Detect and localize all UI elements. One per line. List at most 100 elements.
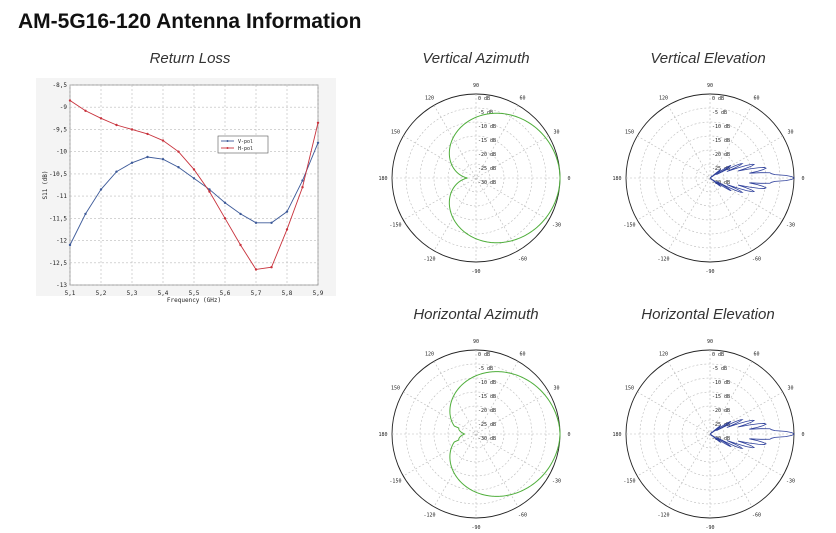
x-tick-label: 5,5 (189, 290, 200, 297)
polar-angle-label: 90 (707, 339, 713, 345)
polar-angle-label: -60 (518, 257, 527, 263)
polar-radius-label: -15 dB (478, 394, 496, 400)
data-point-1 (161, 139, 165, 142)
data-point-1 (239, 243, 242, 247)
legend-box (217, 135, 269, 154)
y-tick-label: -9,5 (53, 126, 68, 133)
polar-angle-label: -150 (623, 223, 635, 229)
polar-angle-label: 30 (554, 386, 560, 392)
polar-angle-label: -120 (657, 257, 669, 263)
legend-marker (226, 140, 229, 142)
polar-angle-label: 90 (707, 83, 713, 89)
x-tick-label: 5,3 (127, 290, 138, 297)
data-point-1 (84, 109, 87, 112)
polar-radius-label: -10 dB (712, 124, 730, 130)
data-point-0 (223, 201, 227, 204)
polar-angle-label: 90 (473, 83, 479, 89)
x-axis-label: Frequency (GHz) (167, 297, 221, 304)
polar-radius-label: -25 dB (712, 166, 730, 172)
x-tick-label: 5,7 (251, 290, 262, 297)
polar-radius-label: -20 dB (478, 408, 496, 414)
polar-angle-label: -30 (786, 479, 795, 485)
legend-label: V-pol (238, 139, 253, 145)
polar-angle-label: 0 (567, 176, 570, 182)
polar-angle-label: 30 (554, 130, 560, 136)
y-tick-label: -11 (56, 193, 67, 200)
chart-title-horizontal-azimuth: Horizontal Azimuth (413, 306, 539, 323)
polar-angle-label: 0 (567, 432, 570, 438)
polar-angle-label: 120 (659, 95, 668, 101)
polar-radius-label: -5 dB (712, 366, 727, 372)
polar-angle-label: -60 (752, 257, 761, 263)
pattern-trace-0 (448, 112, 561, 244)
data-point-1 (208, 190, 211, 193)
polar-angle-label: 180 (378, 432, 387, 438)
data-point-0 (316, 141, 320, 144)
polar-angle-label: -90 (705, 525, 714, 531)
polar-angle-label: -90 (471, 269, 480, 275)
polar-angle-label: -30 (552, 479, 561, 485)
polar-spoke (403, 135, 549, 221)
data-point-0 (254, 221, 258, 224)
data-point-1 (285, 228, 289, 231)
polar-radius-label: -10 dB (712, 380, 730, 386)
y-tick-label: -13 (56, 282, 67, 289)
polar-angle-label: 60 (753, 95, 759, 101)
polar-radius-label: -20 dB (478, 152, 496, 158)
data-point-1 (254, 268, 258, 271)
polar-angle-label: 180 (378, 176, 387, 182)
polar-angle-label: 90 (473, 339, 479, 345)
polar-radius-label: -20 dB (712, 152, 730, 158)
polar-radius-label: 0 dB (478, 96, 490, 102)
x-tick-label: 5,8 (282, 290, 293, 297)
polar-radius-label: -30 dB (478, 436, 496, 442)
polar-spoke (403, 391, 549, 477)
polar-angle-label: 180 (612, 176, 621, 182)
polar-radius-label: -5 dB (478, 110, 493, 116)
polar-angle-label: -30 (552, 223, 561, 229)
pattern-trace-0 (709, 419, 795, 449)
data-point-0 (130, 161, 134, 164)
polar-angle-label: 0 (801, 176, 804, 182)
data-point-0 (192, 177, 196, 180)
data-point-1 (192, 168, 196, 171)
data-point-0 (68, 243, 72, 247)
polar-radius-label: -15 dB (712, 394, 730, 400)
polar-angle-label: -120 (423, 513, 435, 519)
data-point-1 (316, 121, 320, 124)
polar-angle-label: 0 (801, 432, 804, 438)
polar-radius-label: -5 dB (712, 110, 727, 116)
polar-angle-label: 150 (625, 386, 634, 392)
polar-radius-label: -10 dB (478, 380, 496, 386)
data-point-0 (239, 212, 242, 216)
polar-angle-label: -60 (752, 513, 761, 519)
chart-title-vertical-elevation: Vertical Elevation (650, 50, 766, 67)
page-title: AM-5G16-120 Antenna Information (18, 10, 362, 33)
data-point-0 (177, 166, 180, 169)
polar-angle-label: -120 (423, 257, 435, 263)
polar-radius-label: -5 dB (478, 366, 493, 372)
pattern-trace-0 (709, 163, 795, 193)
x-tick-label: 5,1 (65, 290, 76, 297)
polar-angle-label: 150 (625, 130, 634, 136)
polar-angle-label: -90 (471, 525, 480, 531)
polar-radius-label: 0 dB (712, 352, 724, 358)
y-tick-label: -10,5 (49, 171, 67, 178)
x-tick-label: 5,6 (220, 290, 231, 297)
polar-radius-label: -10 dB (478, 124, 496, 130)
data-point-1 (223, 217, 227, 220)
data-point-1 (301, 186, 304, 189)
data-point-0 (161, 158, 165, 161)
polar-angle-label: 180 (612, 432, 621, 438)
data-point-0 (84, 212, 87, 216)
polar-angle-label: 120 (425, 351, 434, 357)
x-tick-label: 5,2 (96, 290, 107, 297)
y-tick-label: -12,5 (49, 260, 67, 267)
data-point-1 (99, 117, 103, 120)
data-point-0 (270, 221, 273, 224)
data-point-1 (68, 99, 72, 102)
polar-radius-label: 0 dB (478, 352, 490, 358)
polar-radius-label: -30 dB (712, 180, 730, 186)
polar-angle-label: 150 (391, 130, 400, 136)
